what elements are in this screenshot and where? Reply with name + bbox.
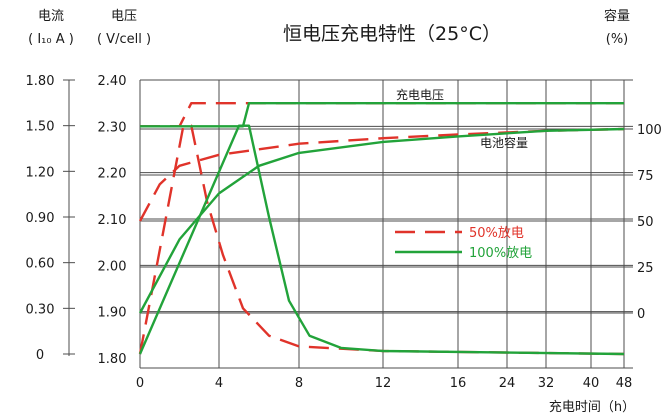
chart-title: 恒电压充电特性（25°C） [283, 23, 501, 45]
x-tick-label: 0 [136, 376, 144, 391]
capacity-tick-label: 25 [637, 261, 654, 276]
grid [63, 79, 633, 369]
charge-voltage-annotation: 充电电压 [396, 87, 444, 102]
x-tick-label: 16 [450, 376, 467, 391]
legend-50-discharge-label: 50%放电 [469, 226, 524, 241]
current-tick-label: 0.30 [26, 302, 55, 317]
x-tick-label: 48 [616, 376, 633, 391]
current-tick-label: 1.20 [26, 165, 55, 180]
discharge-100-voltage-line [140, 102, 624, 128]
legend-100-discharge-label: 100%放电 [469, 246, 532, 261]
capacity-tick-label: 75 [637, 169, 654, 184]
voltage-tick-label: 2.30 [98, 120, 127, 135]
x-tick-label: 40 [583, 376, 600, 391]
current-axis-label: 电流 [38, 9, 64, 24]
battery-capacity-annotation: 电池容量 [480, 135, 528, 150]
current-tick-label: 1.80 [26, 74, 55, 89]
x-tick-label: 32 [538, 376, 555, 391]
current-tick-label: 1.50 [26, 120, 55, 135]
current-tick-label: 0 [36, 348, 44, 363]
discharge-100-current-line [138, 124, 625, 356]
capacity-tick-label: 50 [637, 215, 654, 230]
voltage-axis-unit: ( V/cell ) [97, 32, 151, 47]
series-lines [138, 102, 625, 356]
tick-labels: 1.80 1.50 1.20 0.90 0.60 0.30 0 2.40 2.30 2.20 2.1… [26, 74, 662, 391]
voltage-tick-label: 2.40 [98, 74, 127, 89]
discharge-50-voltage-line [140, 102, 624, 128]
capacity-axis-label: 容量 [604, 8, 630, 24]
x-tick-label: 8 [295, 376, 303, 391]
capacity-tick-label: 0 [637, 307, 645, 322]
current-axis-unit: ( I₁₀ A ) [28, 32, 74, 47]
current-tick-label: 0.90 [26, 211, 55, 226]
discharge-100-capacity-line [138, 127, 625, 314]
voltage-tick-label: 2.20 [98, 167, 127, 182]
discharge-50-current-line [138, 124, 625, 356]
x-tick-label: 12 [375, 376, 392, 391]
current-tick-label: 0.60 [26, 257, 55, 272]
capacity-axis-unit: (%) [606, 32, 629, 47]
voltage-tick-label: 2.10 [98, 213, 127, 228]
capacity-tick-label: 100 [637, 123, 662, 138]
x-tick-label: 4 [215, 376, 223, 391]
voltage-axis-label: 电压 [111, 9, 137, 24]
x-tick-label: 24 [499, 376, 516, 391]
x-axis-label: 充电时间（h） [549, 399, 635, 414]
voltage-tick-label: 1.80 [98, 352, 127, 367]
legend: 50%放电 100%放电 [395, 226, 532, 261]
voltage-tick-label: 1.90 [98, 306, 127, 321]
voltage-tick-label: 2.00 [98, 259, 127, 274]
